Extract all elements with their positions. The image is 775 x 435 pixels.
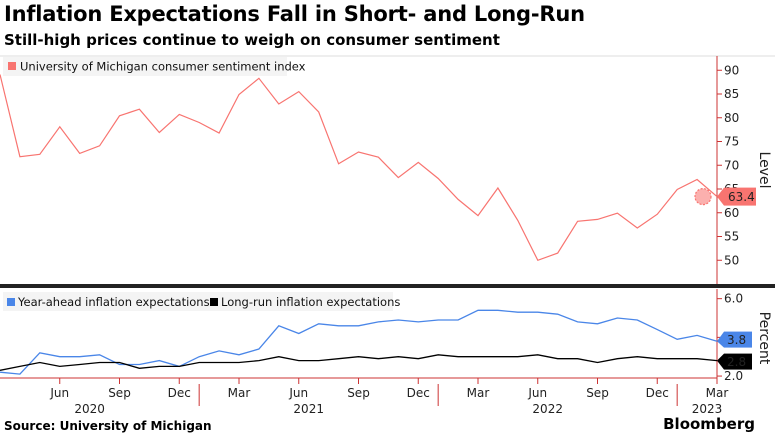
x-tick-label: Dec <box>407 386 430 400</box>
x-tick-label: Jun <box>288 386 308 400</box>
x-year-label: 2022 <box>532 402 563 416</box>
bottom-legend-box <box>3 292 393 311</box>
y-axis-title: Level <box>756 152 772 189</box>
x-tick-label: Mar <box>228 386 251 400</box>
x-tick-label: Sep <box>347 386 370 400</box>
y-tick-label: 55 <box>724 230 739 244</box>
legend-label-year-ahead: Year-ahead inflation expectations <box>17 295 210 309</box>
last-value-pointer <box>717 187 724 206</box>
y-tick-label: 85 <box>724 87 739 101</box>
y-tick-label: 90 <box>724 63 739 77</box>
long-run-last-badge <box>724 353 752 370</box>
long-run-last-pointer <box>717 353 724 370</box>
legend-swatch-sentiment <box>8 62 16 70</box>
year-ahead-expectations-line <box>0 309 718 375</box>
x-tick-label: Mar <box>706 386 729 400</box>
y-tick-label: 70 <box>724 158 739 172</box>
top-legend-box <box>3 57 287 76</box>
x-tick-label: Sep <box>586 386 609 400</box>
panel-separator <box>0 284 775 288</box>
x-tick-label: Dec <box>646 386 669 400</box>
chart-title: Inflation Expectations Fall in Short- an… <box>4 2 585 26</box>
year-ahead-last-pointer <box>717 331 724 348</box>
year-ahead-last-label: 3.8 <box>727 333 746 347</box>
x-year-label: 2020 <box>74 402 105 416</box>
long-run-expectations-line <box>0 354 718 371</box>
x-tick-label: Sep <box>108 386 131 400</box>
last-value-badge <box>724 187 756 206</box>
bloomberg-logo: Bloomberg <box>663 415 755 433</box>
legend-label-long-run: Long-run inflation expectations <box>221 295 400 309</box>
last-value-label: 63.4 <box>728 190 755 204</box>
x-year-label: 2023 <box>692 402 723 416</box>
y-tick-label: 60 <box>724 206 739 220</box>
x-tick-label: Jun <box>527 386 547 400</box>
x-tick-label: Jun <box>49 386 69 400</box>
x-tick-label: Mar <box>467 386 490 400</box>
y-tick-label: 80 <box>724 111 739 125</box>
legend-swatch-long-run <box>210 298 218 306</box>
source-note: Source: University of Michigan <box>4 419 212 433</box>
sentiment-index-line <box>0 74 718 262</box>
legend-swatch-year-ahead <box>7 298 15 306</box>
y-tick-label: 75 <box>724 135 739 149</box>
x-year-label: 2021 <box>293 402 324 416</box>
y-tick-label: 6.0 <box>724 292 743 306</box>
chart-subtitle: Still-high prices continue to weigh on c… <box>4 31 500 49</box>
y-axis-title: Percent <box>756 312 772 365</box>
y-tick-label: 2.0 <box>724 369 743 383</box>
x-tick-label: Dec <box>168 386 191 400</box>
legend-label-sentiment: University of Michigan consumer sentimen… <box>20 60 306 74</box>
top-panel-background <box>0 56 775 284</box>
year-ahead-last-badge <box>724 331 752 348</box>
last-point-marker <box>694 188 712 206</box>
y-tick-label: 50 <box>724 253 739 267</box>
long-run-last-label: 2.8 <box>727 355 746 369</box>
